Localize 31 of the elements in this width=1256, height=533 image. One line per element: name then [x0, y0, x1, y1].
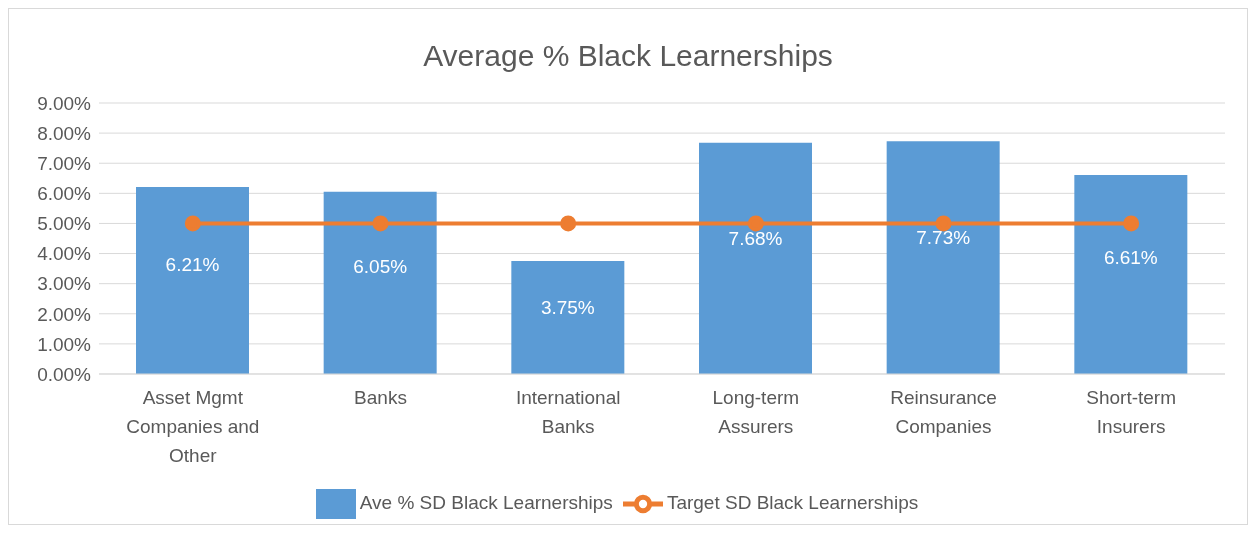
y-tick-label: 3.00%: [37, 273, 92, 295]
y-tick-label: 5.00%: [37, 213, 92, 235]
bar: [886, 141, 1000, 374]
bar: [323, 191, 437, 374]
data-label: 6.05%: [353, 256, 408, 278]
y-tick-label: 4.00%: [37, 243, 92, 265]
bar: [1074, 174, 1188, 374]
x-tick-label: Asset Mgmt Companies and Other: [126, 387, 260, 466]
data-label: 7.73%: [916, 227, 971, 249]
data-label: 6.61%: [1103, 246, 1158, 268]
y-tick-label: 0.00%: [37, 363, 92, 385]
y-tick-label: 1.00%: [37, 333, 92, 355]
legend-label: Ave % SD Black Learnerships: [359, 492, 613, 514]
x-tick-label: Banks: [354, 387, 407, 408]
y-tick-label: 7.00%: [37, 152, 92, 174]
y-tick-label: 6.00%: [37, 183, 92, 205]
data-label: 7.68%: [728, 227, 783, 249]
data-label: 3.75%: [540, 296, 595, 318]
y-tick-label: 9.00%: [37, 92, 92, 114]
legend-label: Target SD Black Learnerships: [666, 492, 919, 514]
x-tick-label: Reinsurance Companies: [890, 387, 997, 437]
chart-title: Average % Black Learnerships: [422, 38, 834, 74]
x-tick-label: International Banks: [515, 387, 621, 437]
data-label: 6.21%: [165, 253, 220, 275]
y-tick-label: 8.00%: [37, 122, 92, 144]
bar: [699, 142, 812, 374]
x-tick-label: Short-term Insurers: [1086, 387, 1177, 437]
x-tick-label: Long-term Assurers: [712, 387, 800, 437]
bar: [511, 261, 625, 374]
y-tick-label: 2.00%: [37, 303, 92, 325]
bar: [136, 187, 249, 374]
